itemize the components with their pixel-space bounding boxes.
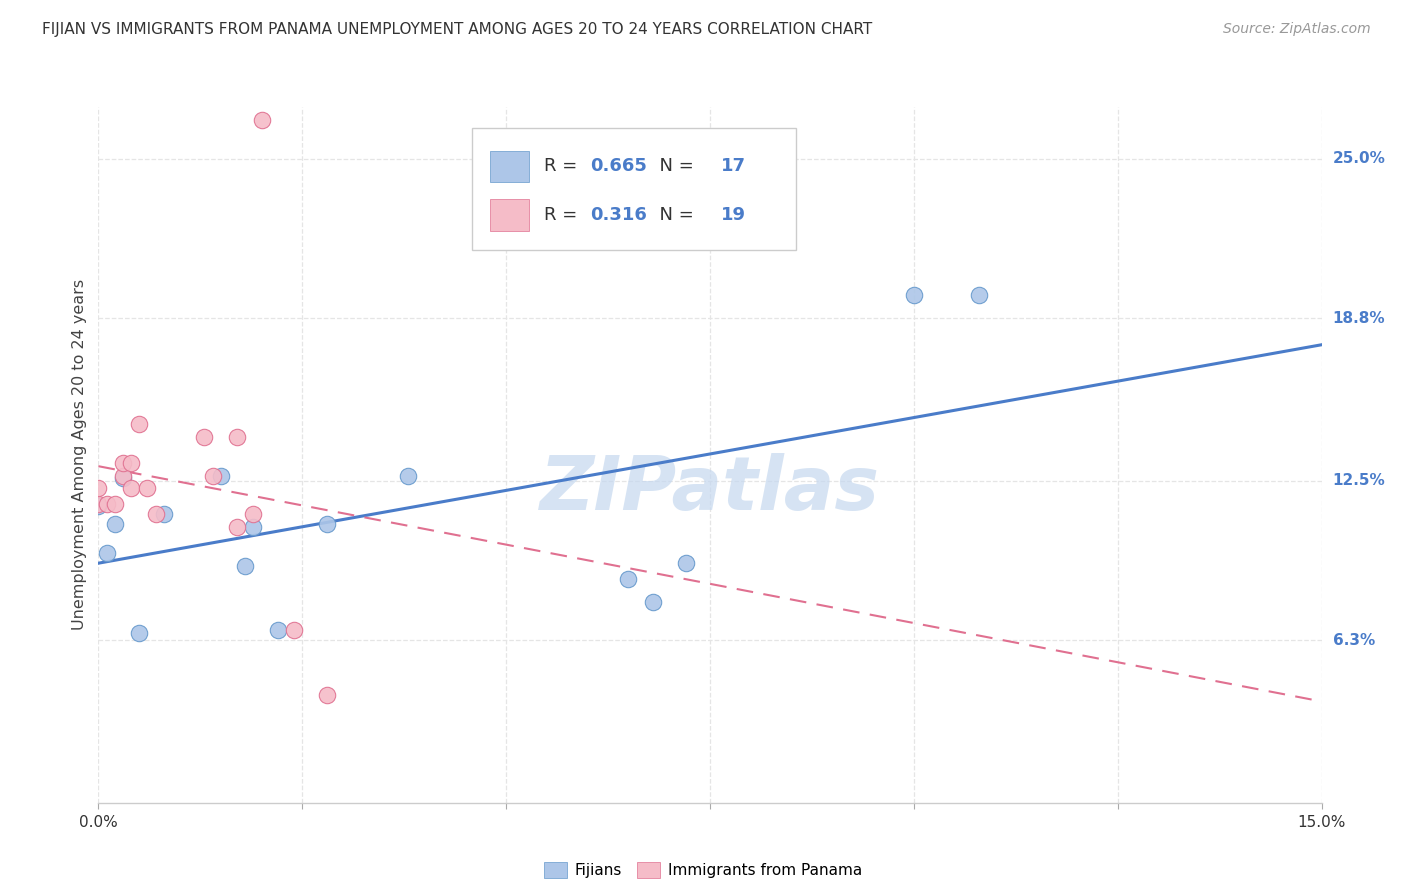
Text: 0.316: 0.316: [591, 206, 647, 224]
Point: [233, 558, 256, 573]
Y-axis label: Unemployment Among Ages 20 to 24 years: Unemployment Among Ages 20 to 24 years: [72, 279, 87, 631]
Point: [136, 482, 159, 496]
Legend: Fijians, Immigrants from Panama: Fijians, Immigrants from Panama: [538, 856, 868, 884]
Text: R =: R =: [544, 157, 582, 175]
FancyBboxPatch shape: [489, 199, 529, 230]
Point: [226, 430, 249, 444]
Point: [617, 572, 640, 586]
Text: N =: N =: [648, 206, 699, 224]
FancyBboxPatch shape: [471, 128, 796, 250]
Text: R =: R =: [544, 206, 582, 224]
Text: 6.3%: 6.3%: [1333, 633, 1375, 648]
Point: [193, 430, 215, 444]
Text: ZIPatlas: ZIPatlas: [540, 453, 880, 526]
Text: 0.665: 0.665: [591, 157, 647, 175]
Point: [967, 288, 990, 302]
Point: [87, 497, 110, 511]
Point: [903, 288, 925, 302]
Point: [87, 500, 110, 514]
Point: [87, 482, 110, 496]
Point: [209, 468, 232, 483]
Point: [120, 456, 142, 470]
Point: [96, 546, 118, 560]
Point: [120, 482, 142, 496]
Text: 19: 19: [721, 206, 747, 224]
Point: [128, 625, 150, 640]
Point: [152, 507, 174, 521]
Point: [250, 112, 273, 127]
Point: [226, 520, 249, 534]
Text: N =: N =: [648, 157, 699, 175]
Point: [111, 456, 134, 470]
Text: FIJIAN VS IMMIGRANTS FROM PANAMA UNEMPLOYMENT AMONG AGES 20 TO 24 YEARS CORRELAT: FIJIAN VS IMMIGRANTS FROM PANAMA UNEMPLO…: [42, 22, 873, 37]
FancyBboxPatch shape: [489, 151, 529, 182]
Point: [96, 497, 118, 511]
Point: [111, 471, 134, 485]
Point: [104, 497, 127, 511]
Point: [111, 468, 134, 483]
Point: [315, 688, 337, 702]
Point: [201, 468, 224, 483]
Text: Source: ZipAtlas.com: Source: ZipAtlas.com: [1223, 22, 1371, 37]
Point: [267, 623, 290, 637]
Text: 17: 17: [721, 157, 747, 175]
Point: [104, 517, 127, 532]
Point: [315, 517, 337, 532]
Point: [242, 507, 264, 521]
Point: [675, 556, 697, 570]
Point: [128, 417, 150, 431]
Text: 18.8%: 18.8%: [1333, 310, 1385, 326]
Point: [641, 595, 664, 609]
Point: [145, 507, 167, 521]
Text: 25.0%: 25.0%: [1333, 151, 1386, 166]
Point: [242, 520, 264, 534]
Point: [283, 623, 305, 637]
Text: 12.5%: 12.5%: [1333, 473, 1385, 488]
Point: [396, 468, 419, 483]
